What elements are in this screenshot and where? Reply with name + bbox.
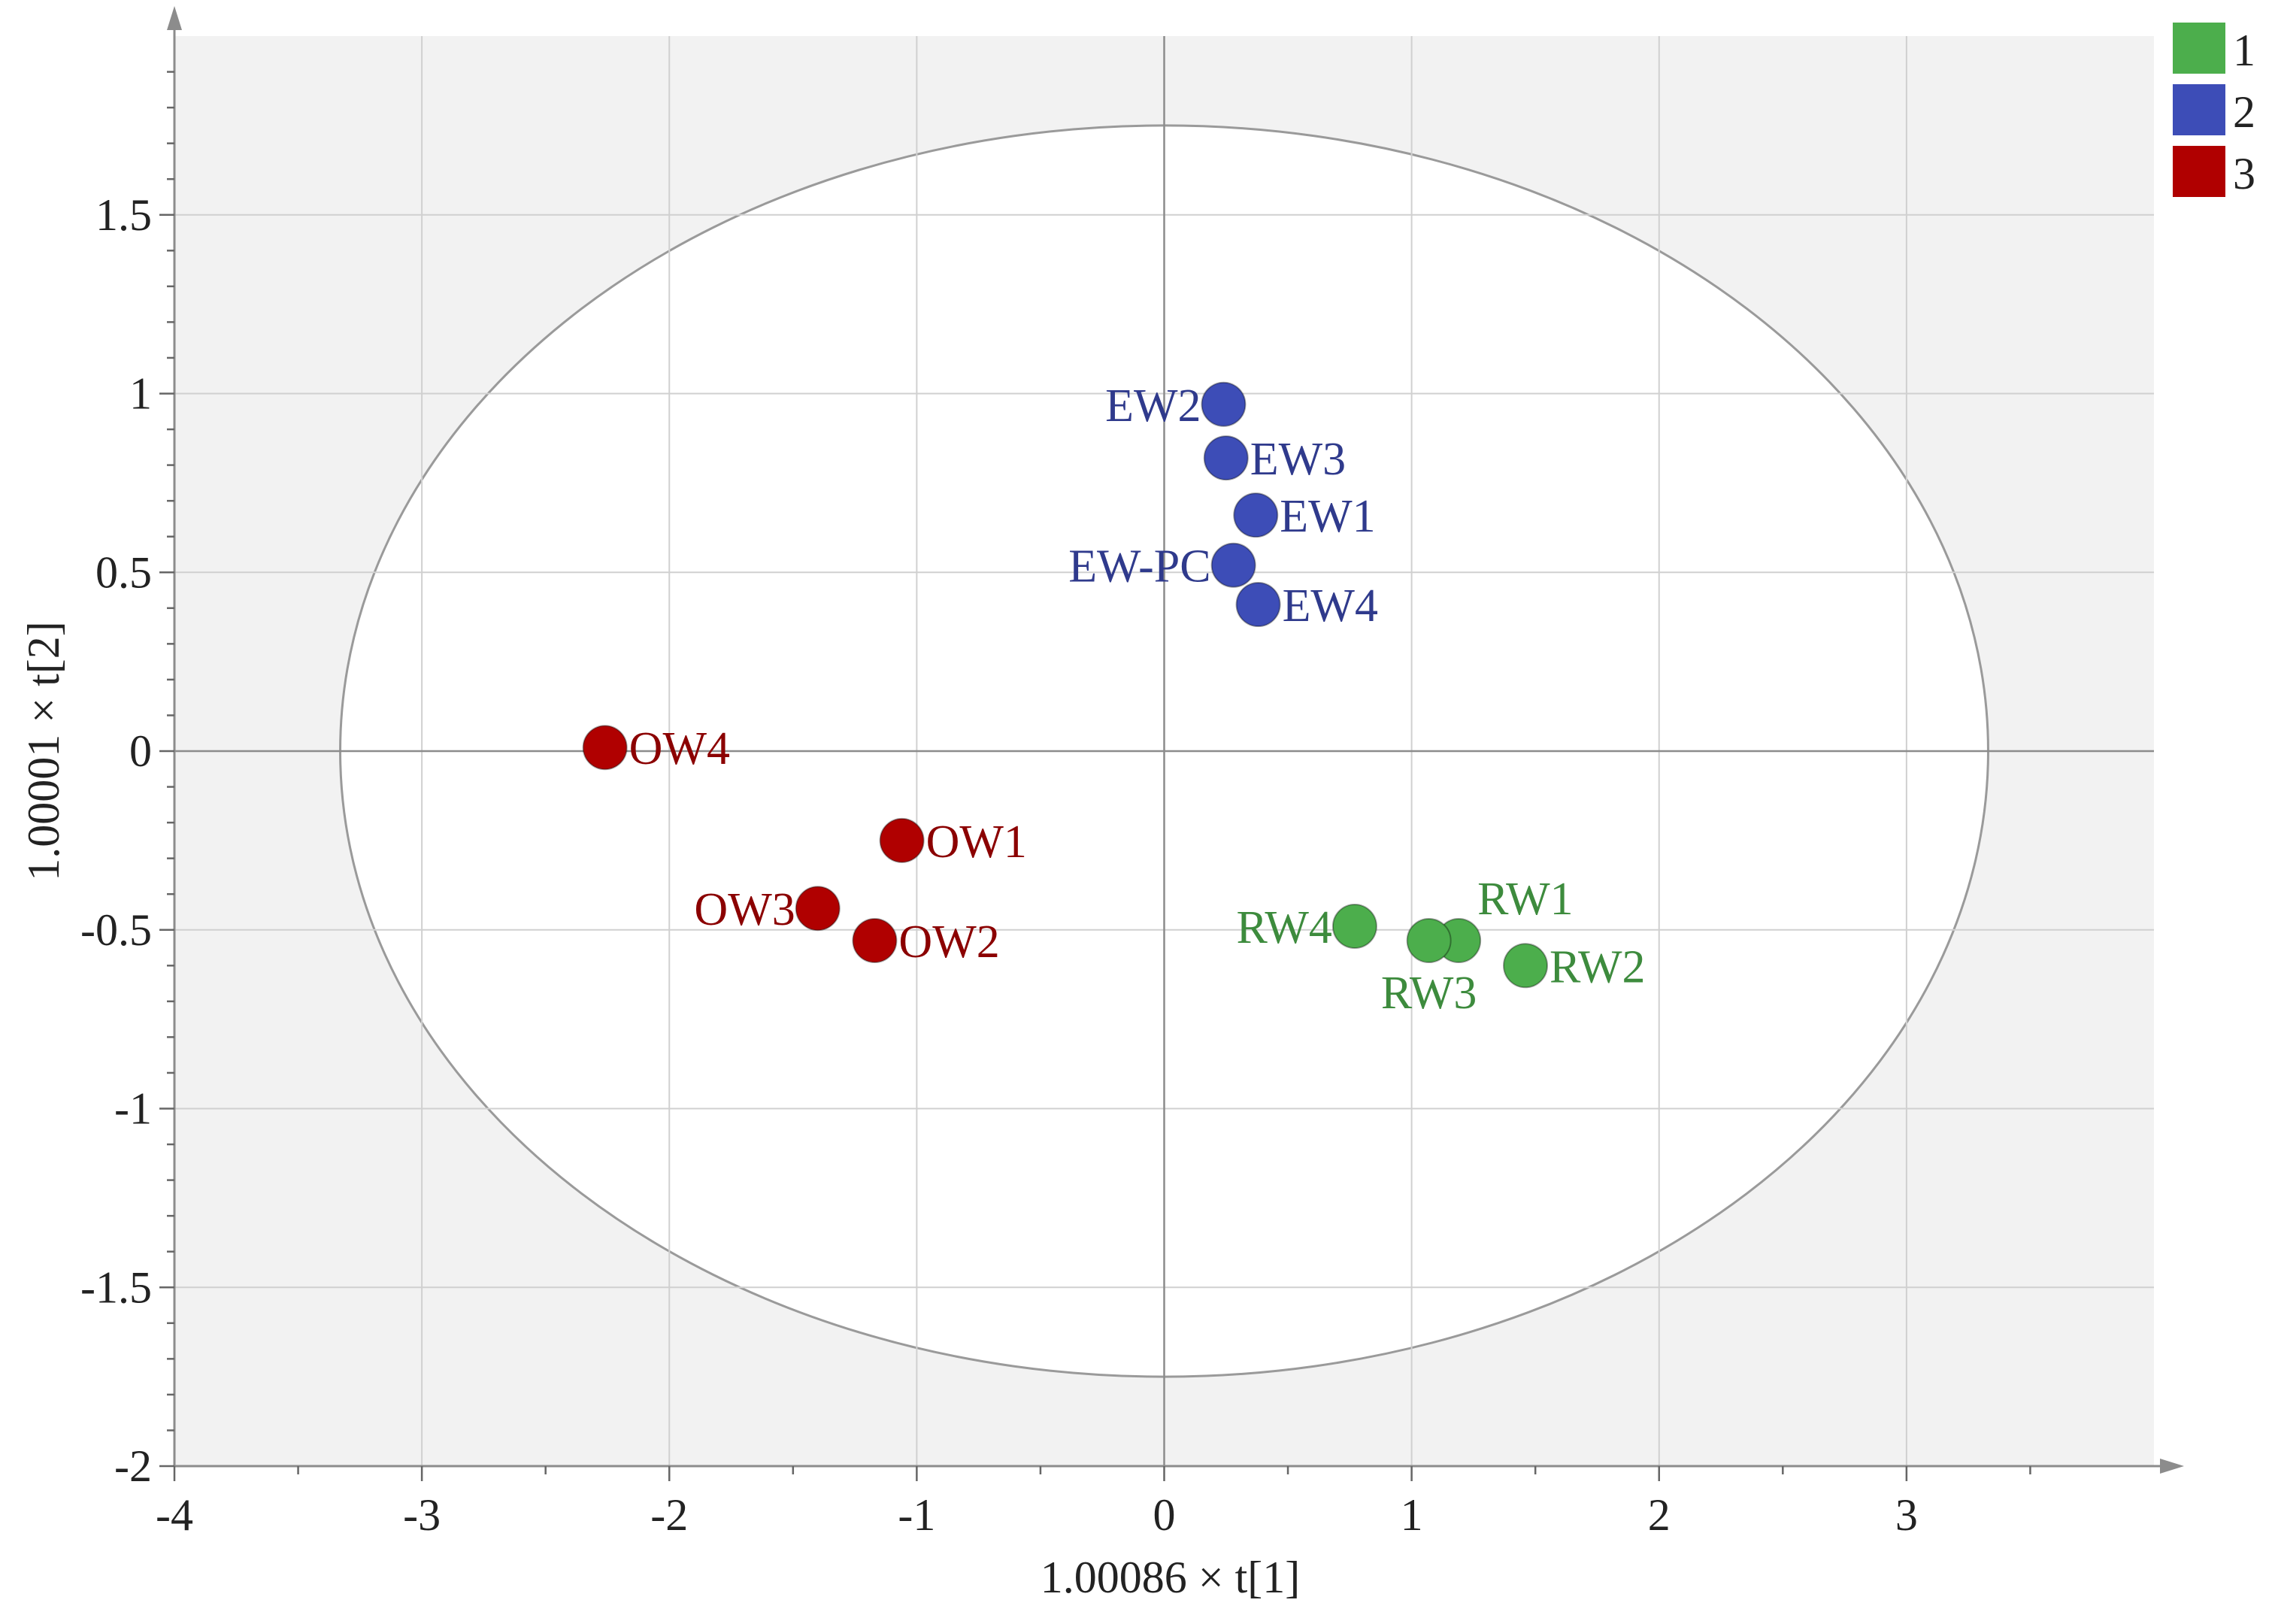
y-tick-label: -1 bbox=[114, 1084, 152, 1134]
data-point-label: OW1 bbox=[926, 817, 1027, 868]
data-point bbox=[1406, 918, 1452, 964]
data-point-label: EW-PC bbox=[1068, 541, 1210, 592]
data-point bbox=[1201, 381, 1247, 427]
x-axis-arrow-icon bbox=[2160, 1459, 2184, 1474]
legend-label: 2 bbox=[2233, 87, 2255, 137]
data-point-label: OW3 bbox=[694, 884, 795, 935]
x-tick-label: 3 bbox=[1895, 1490, 1918, 1540]
data-point-label: RW4 bbox=[1236, 902, 1331, 953]
legend: 1 2 3 bbox=[2173, 23, 2255, 198]
x-tick-label: 0 bbox=[1153, 1490, 1176, 1540]
data-point bbox=[1331, 903, 1377, 949]
x-tick-label: -4 bbox=[156, 1490, 193, 1540]
x-tick-label: -2 bbox=[650, 1490, 688, 1540]
x-tick-label: -1 bbox=[898, 1490, 935, 1540]
data-point-label: OW4 bbox=[629, 723, 730, 774]
legend-swatch bbox=[2173, 146, 2225, 197]
y-tick-label: 0.5 bbox=[95, 547, 152, 597]
data-point-label: EW2 bbox=[1105, 380, 1201, 432]
data-point bbox=[852, 918, 898, 964]
data-point bbox=[1233, 492, 1279, 538]
data-point-label: EW4 bbox=[1283, 580, 1378, 632]
y-tick-label: 1 bbox=[129, 369, 152, 419]
data-point-label: EW3 bbox=[1250, 434, 1346, 485]
data-point-label: RW1 bbox=[1477, 874, 1573, 925]
data-point bbox=[582, 725, 628, 771]
y-tick-label: -0.5 bbox=[80, 905, 152, 955]
data-point-label: EW1 bbox=[1280, 491, 1375, 542]
tick-labels: -4 -3 -2 -1 0 1 2 3 -2 -1.5 -1 -0.5 0 0.5 1 1.5 bbox=[80, 190, 1918, 1540]
x-tick-label: 2 bbox=[1648, 1490, 1671, 1540]
x-axis-title: 1.00086 × t[1] bbox=[1041, 1553, 1300, 1602]
x-tick-label: 1 bbox=[1401, 1490, 1423, 1540]
data-point bbox=[795, 886, 841, 932]
y-tick-label: -2 bbox=[114, 1441, 152, 1491]
legend-swatch bbox=[2173, 84, 2225, 135]
axes bbox=[159, 6, 2184, 1481]
y-axis-arrow-icon bbox=[167, 6, 182, 30]
y-tick-label: -1.5 bbox=[80, 1262, 152, 1312]
data-points: RW1 RW2 RW3 RW4 EW1 EW2 EW3 EW4 EW-PC OW1 OW2 OW3 OW… bbox=[582, 380, 1645, 1019]
data-point bbox=[1203, 435, 1249, 481]
data-point bbox=[879, 817, 925, 863]
legend-swatch bbox=[2173, 23, 2225, 74]
data-point-label: RW2 bbox=[1549, 941, 1645, 992]
data-point bbox=[1503, 943, 1549, 989]
legend-label: 1 bbox=[2233, 26, 2255, 75]
data-point-label: OW2 bbox=[898, 917, 999, 968]
x-tick-label: -3 bbox=[403, 1490, 441, 1540]
data-point-label: RW3 bbox=[1381, 968, 1477, 1019]
y-tick-label: 0 bbox=[129, 726, 152, 776]
data-point bbox=[1235, 582, 1281, 628]
y-tick-label: 1.5 bbox=[95, 190, 152, 240]
data-point bbox=[1210, 542, 1256, 588]
legend-label: 3 bbox=[2233, 149, 2255, 198]
y-axis-title: 1.00001 × t[2] bbox=[19, 621, 68, 880]
